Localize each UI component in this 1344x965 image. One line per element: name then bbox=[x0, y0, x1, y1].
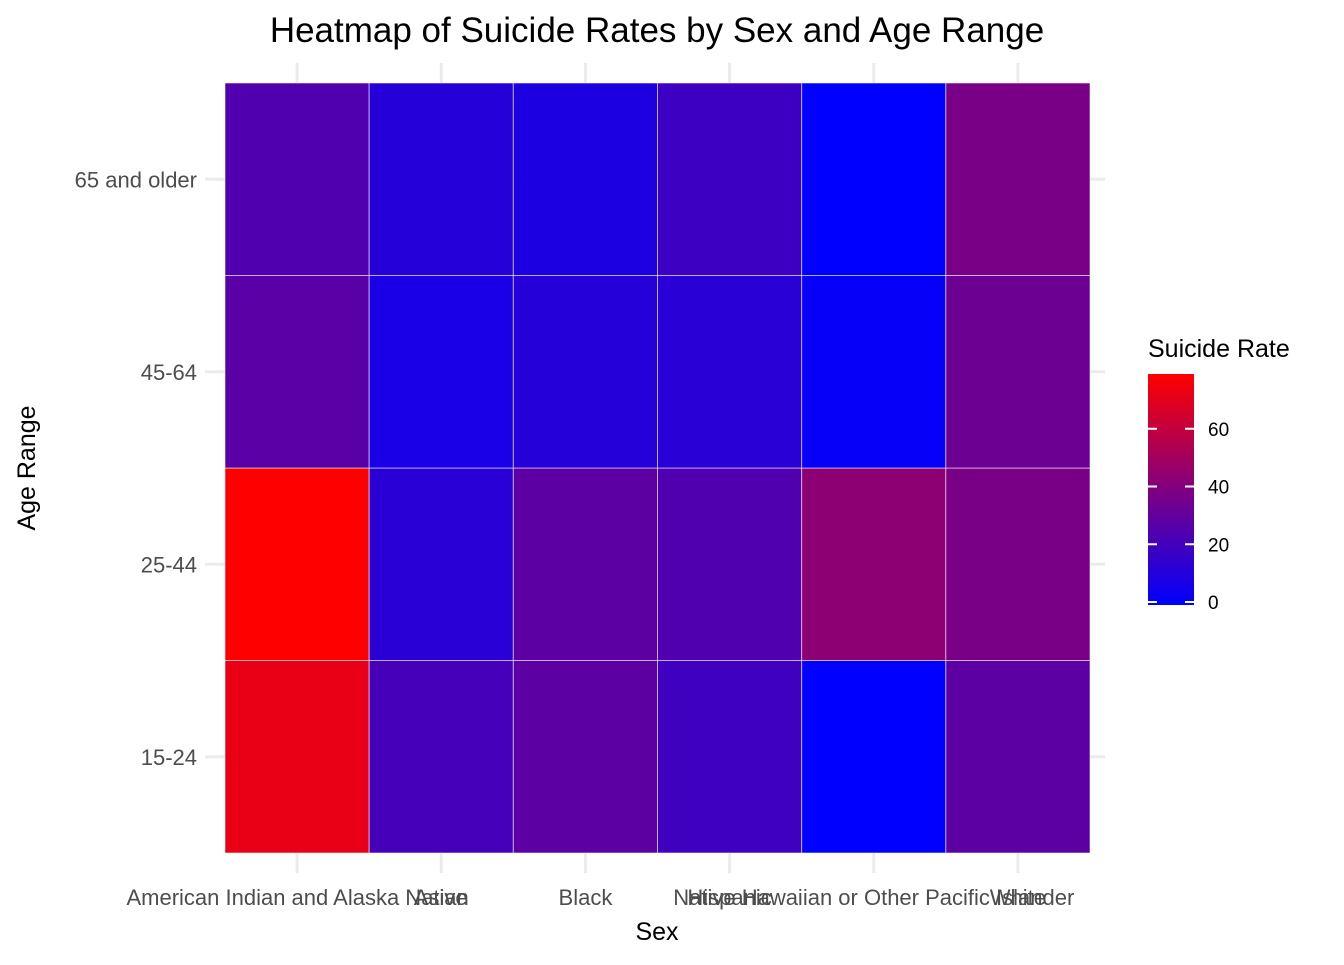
heatmap-cell bbox=[512, 275, 658, 469]
heatmap-cell bbox=[368, 82, 514, 276]
legend-tick-label: 20 bbox=[1208, 535, 1229, 556]
heatmap-cell bbox=[657, 82, 803, 276]
heatmap-cell bbox=[657, 660, 803, 854]
y-tick-label: 65 and older bbox=[75, 167, 197, 192]
heatmap-cell bbox=[801, 467, 947, 661]
x-tick-label: American Indian and Alaska Native bbox=[126, 885, 467, 910]
x-axis-title: Sex bbox=[635, 918, 679, 946]
heatmap-cell bbox=[801, 275, 947, 469]
heatmap-cell bbox=[368, 660, 514, 854]
x-tick-label: Native Hawaiian or Other Pacific Islande… bbox=[673, 885, 1074, 910]
heatmap-cell bbox=[657, 275, 803, 469]
x-tick-label: Hispanic bbox=[687, 885, 771, 910]
heatmap-cell bbox=[224, 82, 370, 276]
chart-title: Heatmap of Suicide Rates by Sex and Age … bbox=[270, 11, 1044, 50]
legend-tick-label: 40 bbox=[1208, 478, 1229, 499]
heatmap-cell bbox=[368, 275, 514, 469]
heatmap-cell bbox=[512, 467, 658, 661]
heatmap-cell bbox=[945, 660, 1091, 854]
legend-title: Suicide Rate bbox=[1148, 335, 1290, 363]
y-tick-label: 45-64 bbox=[141, 360, 197, 385]
heatmap-cell bbox=[801, 82, 947, 276]
heatmap-cell bbox=[224, 467, 370, 661]
legend-tick-label: 60 bbox=[1208, 420, 1229, 441]
x-tick-label: White bbox=[990, 885, 1046, 910]
heatmap-cell bbox=[945, 82, 1091, 276]
y-tick-label: 25-44 bbox=[141, 552, 197, 577]
heatmap-cell bbox=[801, 660, 947, 854]
legend-colorbar bbox=[1148, 374, 1194, 605]
heatmap-cell bbox=[368, 467, 514, 661]
color-legend: Suicide Rate 0 20 40 60 bbox=[1148, 335, 1290, 614]
y-tick-label: 15-24 bbox=[141, 745, 197, 770]
y-axis-title: Age Range bbox=[13, 405, 41, 530]
heatmap-cell bbox=[224, 275, 370, 469]
heatmap-cell bbox=[512, 660, 658, 854]
heatmap-cell bbox=[224, 660, 370, 854]
heatmap-cell bbox=[945, 275, 1091, 469]
x-tick-label: Black bbox=[559, 885, 614, 910]
heatmap-cell bbox=[657, 467, 803, 661]
heatmap-cell bbox=[945, 467, 1091, 661]
legend-tick-label: 0 bbox=[1208, 593, 1219, 614]
heatmap-cell bbox=[512, 82, 658, 276]
x-tick-label: Asian bbox=[414, 885, 469, 910]
heatmap-cells bbox=[224, 82, 1091, 854]
